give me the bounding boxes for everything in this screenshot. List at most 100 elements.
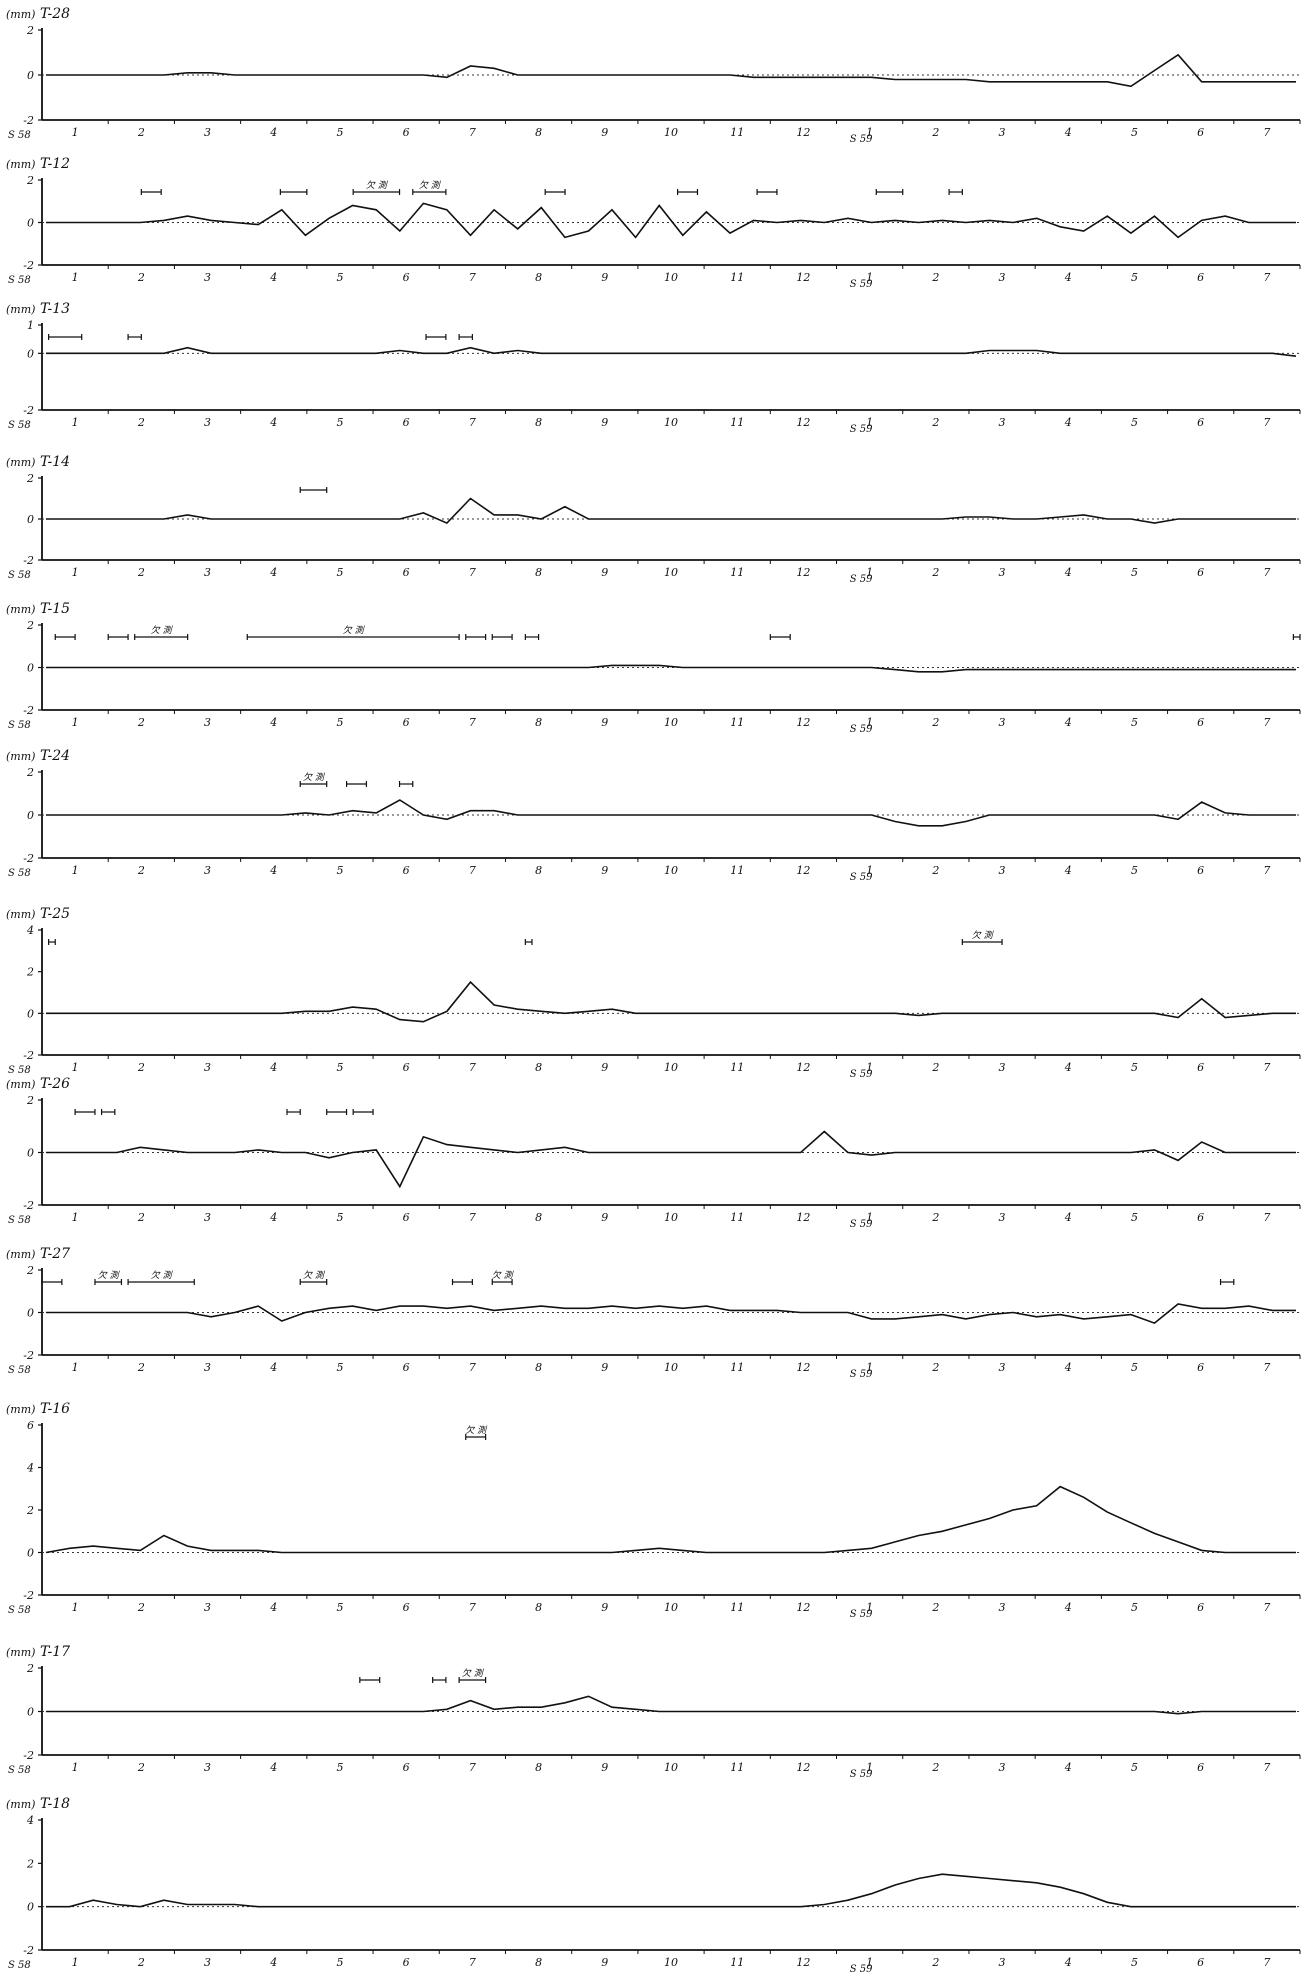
x-tick-label: 1 [866, 864, 873, 877]
x-tick-label: 5 [336, 271, 343, 284]
missing-data-label: 欠 測 [98, 1270, 121, 1281]
y-tick-label: 0 [27, 1706, 34, 1719]
x-tick-label: 11 [730, 864, 744, 877]
settlement-line [46, 664, 1296, 673]
x-tick-label: 3 [999, 271, 1006, 284]
x-tick-label: 5 [336, 864, 343, 877]
x-tick-label: 7 [469, 1761, 476, 1774]
x-tick-label: 8 [535, 1956, 542, 1969]
x-tick-label: 4 [1064, 1601, 1072, 1614]
y-tick-label: -2 [23, 259, 34, 272]
x-tick-label: 8 [535, 126, 542, 139]
x-tick-label: 9 [601, 1761, 608, 1774]
y-tick-label: 4 [26, 1462, 34, 1475]
x-tick-label: 1 [72, 864, 79, 877]
x-tick-label: 6 [1197, 1761, 1204, 1774]
y-tick-label: -2 [23, 1749, 34, 1762]
y-tick-label: 2 [26, 766, 34, 779]
settlement-line [46, 1303, 1296, 1325]
x-tick-label: 3 [999, 1761, 1006, 1774]
settlement-line [46, 53, 1296, 88]
y-tick-label: 0 [27, 1547, 34, 1560]
x-tick-label: 3 [204, 1601, 211, 1614]
missing-data-label: 欠 測 [492, 1270, 515, 1281]
x-tick-label: 1 [866, 566, 873, 579]
y-tick-label: 0 [27, 1007, 34, 1020]
year-label: S 59 [850, 1069, 873, 1080]
x-tick-label: 4 [1064, 1361, 1072, 1374]
x-tick-label: 12 [796, 1956, 810, 1969]
missing-data-label: 欠 測 [151, 1270, 174, 1281]
missing-data-label: 欠 測 [462, 1668, 485, 1679]
x-tick-label: 1 [866, 1956, 873, 1969]
y-tick-label: 2 [26, 1264, 34, 1277]
x-tick-label: 3 [204, 1061, 211, 1074]
x-tick-label: 2 [931, 1061, 939, 1074]
x-tick-label: 2 [137, 271, 145, 284]
year-label: S 58 [8, 868, 31, 879]
chart-title: T-17 [40, 1644, 70, 1660]
unit-label: (mm) [6, 456, 35, 469]
settlement-line [46, 346, 1297, 357]
chart-title: T-14 [40, 454, 70, 470]
x-tick-label: 9 [601, 271, 608, 284]
x-tick-label: 10 [664, 1761, 678, 1774]
x-tick-label: 12 [796, 271, 810, 284]
x-tick-label: 8 [535, 1061, 542, 1074]
y-tick-label: 2 [26, 1662, 34, 1675]
x-tick-label: 12 [796, 416, 810, 429]
x-tick-label: 12 [796, 864, 810, 877]
x-tick-label: 5 [336, 126, 343, 139]
y-tick-label: -2 [23, 1944, 34, 1957]
x-tick-label: 9 [601, 126, 608, 139]
x-tick-label: 7 [1263, 126, 1270, 139]
x-tick-label: 5 [336, 716, 343, 729]
unit-label: (mm) [6, 158, 35, 171]
x-tick-label: 7 [1263, 1601, 1270, 1614]
x-tick-label: 3 [204, 1361, 211, 1374]
year-label: S 58 [8, 130, 31, 141]
x-tick-label: 3 [999, 1061, 1006, 1074]
x-tick-label: 7 [469, 1601, 476, 1614]
x-tick-label: 4 [269, 1601, 277, 1614]
x-tick-label: 6 [1197, 1061, 1204, 1074]
y-tick-label: 2 [26, 1094, 34, 1107]
x-tick-label: 1 [866, 1601, 873, 1614]
x-tick-label: 1 [72, 1601, 79, 1614]
missing-data-label: 欠 測 [343, 625, 366, 636]
x-tick-label: 7 [469, 1361, 476, 1374]
y-tick-label: 2 [26, 174, 34, 187]
x-tick-label: 3 [204, 416, 211, 429]
x-tick-label: 2 [931, 1761, 939, 1774]
year-label: S 59 [850, 724, 873, 735]
x-tick-label: 8 [535, 416, 542, 429]
x-tick-label: 2 [137, 566, 145, 579]
chart-title: T-15 [40, 601, 70, 617]
x-tick-label: 7 [469, 566, 476, 579]
year-label: S 58 [8, 1215, 31, 1226]
x-tick-label: 9 [601, 416, 608, 429]
x-tick-label: 4 [1064, 716, 1072, 729]
y-tick-label: 2 [26, 24, 34, 37]
x-tick-label: 1 [866, 126, 873, 139]
year-label: S 58 [8, 1765, 31, 1776]
x-tick-label: 1 [72, 1761, 79, 1774]
missing-data-label: 欠 測 [303, 772, 326, 783]
chart-title: T-24 [40, 748, 70, 764]
year-label: S 59 [850, 279, 873, 290]
x-tick-label: 8 [535, 1761, 542, 1774]
x-tick-label: 6 [1197, 1601, 1204, 1614]
chart-title: T-12 [40, 156, 70, 172]
x-tick-label: 1 [866, 716, 873, 729]
x-tick-label: 10 [664, 1211, 678, 1224]
x-tick-label: 5 [1131, 1956, 1138, 1969]
x-tick-label: 6 [403, 1761, 410, 1774]
x-tick-label: 8 [535, 271, 542, 284]
x-tick-label: 9 [601, 1211, 608, 1224]
x-tick-label: 8 [535, 566, 542, 579]
